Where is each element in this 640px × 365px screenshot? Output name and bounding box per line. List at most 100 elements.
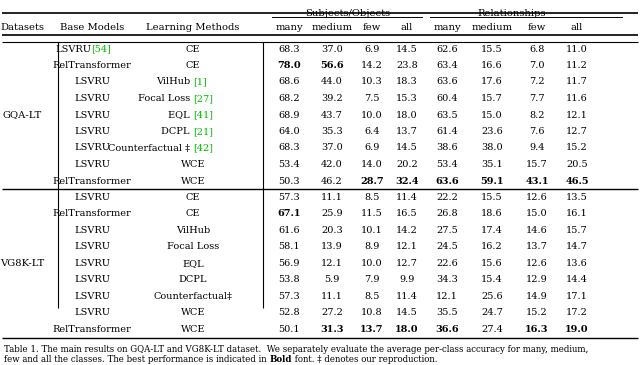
Text: LSVRU: LSVRU <box>74 143 110 153</box>
Text: all: all <box>571 23 583 32</box>
Text: all: all <box>401 23 413 32</box>
Text: VilHub: VilHub <box>176 226 210 235</box>
Text: 12.7: 12.7 <box>396 259 418 268</box>
Text: 57.3: 57.3 <box>278 193 300 202</box>
Text: many: many <box>433 23 461 32</box>
Text: 63.6: 63.6 <box>435 177 459 185</box>
Text: 10.3: 10.3 <box>361 77 383 87</box>
Text: VG8K-LT: VG8K-LT <box>0 259 44 268</box>
Text: 17.2: 17.2 <box>566 308 588 317</box>
Text: 68.2: 68.2 <box>278 94 300 103</box>
Text: few and all the classes. The best performance is indicated in: few and all the classes. The best perfor… <box>4 356 269 365</box>
Text: 56.6: 56.6 <box>320 61 344 70</box>
Text: LSVRU: LSVRU <box>74 242 110 251</box>
Text: 13.7: 13.7 <box>526 242 548 251</box>
Text: 13.9: 13.9 <box>321 242 343 251</box>
Text: 11.1: 11.1 <box>321 292 343 301</box>
Text: Base Models: Base Models <box>60 23 124 32</box>
Text: 57.3: 57.3 <box>278 292 300 301</box>
Text: GQA-LT: GQA-LT <box>3 111 42 119</box>
Text: 26.8: 26.8 <box>436 209 458 218</box>
Text: RelTransformer: RelTransformer <box>52 177 131 185</box>
Text: EQL: EQL <box>168 111 193 119</box>
Text: 78.0: 78.0 <box>277 61 301 70</box>
Text: RelTransformer: RelTransformer <box>52 209 131 218</box>
Text: 19.0: 19.0 <box>565 325 589 334</box>
Text: 46.2: 46.2 <box>321 177 343 185</box>
Text: 35.3: 35.3 <box>321 127 343 136</box>
Text: [54]: [54] <box>91 45 111 54</box>
Text: [42]: [42] <box>193 143 213 153</box>
Text: LSVRU: LSVRU <box>55 45 91 54</box>
Text: LSVRU: LSVRU <box>74 226 110 235</box>
Text: 12.6: 12.6 <box>526 193 548 202</box>
Text: 15.3: 15.3 <box>396 94 418 103</box>
Text: 61.4: 61.4 <box>436 127 458 136</box>
Text: 44.0: 44.0 <box>321 77 343 87</box>
Text: 42.0: 42.0 <box>321 160 343 169</box>
Text: WCE: WCE <box>180 325 205 334</box>
Text: 8.9: 8.9 <box>364 242 380 251</box>
Text: 37.0: 37.0 <box>321 45 343 54</box>
Text: 22.2: 22.2 <box>436 193 458 202</box>
Text: 15.2: 15.2 <box>566 143 588 153</box>
Text: CE: CE <box>186 209 200 218</box>
Text: 14.4: 14.4 <box>566 275 588 284</box>
Text: 14.9: 14.9 <box>526 292 548 301</box>
Text: LSVRU: LSVRU <box>74 160 110 169</box>
Text: VilHub: VilHub <box>156 77 193 87</box>
Text: 43.1: 43.1 <box>525 177 548 185</box>
Text: 9.4: 9.4 <box>529 143 545 153</box>
Text: 12.6: 12.6 <box>526 259 548 268</box>
Text: 15.5: 15.5 <box>481 193 503 202</box>
Text: 13.6: 13.6 <box>566 259 588 268</box>
Text: 20.3: 20.3 <box>321 226 343 235</box>
Text: 7.7: 7.7 <box>529 94 545 103</box>
Text: 10.0: 10.0 <box>361 259 383 268</box>
Text: Relationships: Relationships <box>477 8 547 18</box>
Text: 11.4: 11.4 <box>396 292 418 301</box>
Text: 32.4: 32.4 <box>395 177 419 185</box>
Text: 20.5: 20.5 <box>566 160 588 169</box>
Text: Bold: Bold <box>269 356 292 365</box>
Text: 13.7: 13.7 <box>396 127 418 136</box>
Text: 58.1: 58.1 <box>278 242 300 251</box>
Text: 14.5: 14.5 <box>396 143 418 153</box>
Text: 14.7: 14.7 <box>566 242 588 251</box>
Text: 14.0: 14.0 <box>361 160 383 169</box>
Text: LSVRU: LSVRU <box>74 275 110 284</box>
Text: 7.6: 7.6 <box>529 127 545 136</box>
Text: 14.5: 14.5 <box>396 45 418 54</box>
Text: 16.5: 16.5 <box>396 209 418 218</box>
Text: WCE: WCE <box>180 177 205 185</box>
Text: 61.6: 61.6 <box>278 226 300 235</box>
Text: 63.5: 63.5 <box>436 111 458 119</box>
Text: 14.2: 14.2 <box>396 226 418 235</box>
Text: DCPL: DCPL <box>179 275 207 284</box>
Text: 24.7: 24.7 <box>481 308 503 317</box>
Text: few: few <box>363 23 381 32</box>
Text: 5.9: 5.9 <box>324 275 340 284</box>
Text: LSVRU: LSVRU <box>74 259 110 268</box>
Text: 18.3: 18.3 <box>396 77 418 87</box>
Text: 11.4: 11.4 <box>396 193 418 202</box>
Text: 53.4: 53.4 <box>436 160 458 169</box>
Text: Counterfactual‡: Counterfactual‡ <box>154 292 232 301</box>
Text: 24.5: 24.5 <box>436 242 458 251</box>
Text: Counterfactual ‡: Counterfactual ‡ <box>108 143 193 153</box>
Text: 46.5: 46.5 <box>565 177 589 185</box>
Text: 17.6: 17.6 <box>481 77 503 87</box>
Text: RelTransformer: RelTransformer <box>52 325 131 334</box>
Text: [41]: [41] <box>193 111 213 119</box>
Text: 56.9: 56.9 <box>278 259 300 268</box>
Text: 17.4: 17.4 <box>481 226 503 235</box>
Text: 25.9: 25.9 <box>321 209 343 218</box>
Text: 13.7: 13.7 <box>360 325 384 334</box>
Text: 25.6: 25.6 <box>481 292 503 301</box>
Text: 59.1: 59.1 <box>480 177 504 185</box>
Text: 8.5: 8.5 <box>364 193 380 202</box>
Text: LSVRU: LSVRU <box>74 292 110 301</box>
Text: 15.0: 15.0 <box>481 111 503 119</box>
Text: 11.7: 11.7 <box>566 77 588 87</box>
Text: LSVRU: LSVRU <box>74 193 110 202</box>
